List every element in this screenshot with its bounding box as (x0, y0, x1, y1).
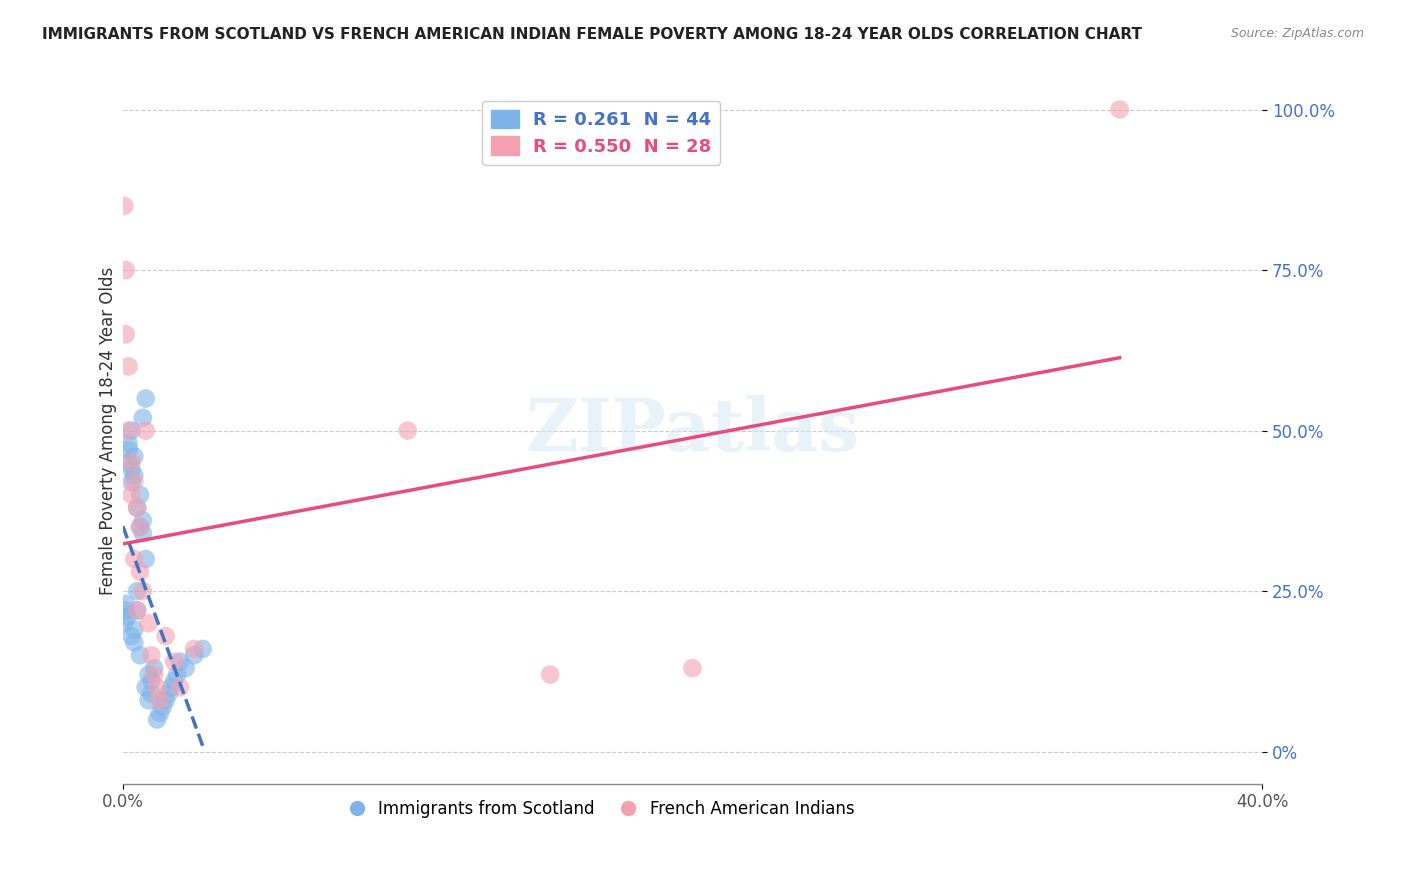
Immigrants from Scotland (117, 436, 139, 450)
Immigrants from Scotland (120, 462, 142, 476)
Y-axis label: Female Poverty Among 18-24 Year Olds: Female Poverty Among 18-24 Year Olds (100, 267, 117, 595)
Immigrants from Scotland (124, 635, 146, 649)
Immigrants from Scotland (114, 597, 136, 611)
Immigrants from Scotland (138, 693, 160, 707)
Immigrants from Scotland (135, 552, 157, 566)
French American Indians (129, 520, 152, 534)
French American Indians (169, 681, 191, 695)
Immigrants from Scotland (146, 713, 169, 727)
Immigrants from Scotland (191, 641, 214, 656)
Immigrants from Scotland (120, 475, 142, 489)
Immigrants from Scotland (141, 673, 163, 688)
Immigrants from Scotland (183, 648, 205, 663)
Immigrants from Scotland (163, 673, 186, 688)
Immigrants from Scotland (141, 687, 163, 701)
French American Indians (124, 552, 146, 566)
Text: Source: ZipAtlas.com: Source: ZipAtlas.com (1230, 27, 1364, 40)
French American Indians (129, 565, 152, 579)
Immigrants from Scotland (155, 693, 177, 707)
French American Indians (114, 263, 136, 277)
French American Indians (538, 667, 561, 681)
Immigrants from Scotland (149, 706, 172, 720)
Immigrants from Scotland (169, 655, 191, 669)
Immigrants from Scotland (174, 661, 197, 675)
French American Indians (114, 327, 136, 342)
French American Indians (141, 648, 163, 663)
Immigrants from Scotland (160, 681, 183, 695)
French American Indians (163, 655, 186, 669)
French American Indians (682, 661, 704, 675)
Immigrants from Scotland (124, 468, 146, 483)
Immigrants from Scotland (117, 456, 139, 470)
Immigrants from Scotland (127, 500, 149, 515)
Immigrants from Scotland (129, 488, 152, 502)
Legend: Immigrants from Scotland, French American Indians: Immigrants from Scotland, French America… (342, 794, 860, 825)
French American Indians (117, 359, 139, 374)
French American Indians (138, 616, 160, 631)
Immigrants from Scotland (115, 609, 138, 624)
French American Indians (120, 456, 142, 470)
French American Indians (120, 488, 142, 502)
Immigrants from Scotland (132, 526, 155, 541)
Text: IMMIGRANTS FROM SCOTLAND VS FRENCH AMERICAN INDIAN FEMALE POVERTY AMONG 18-24 YE: IMMIGRANTS FROM SCOTLAND VS FRENCH AMERI… (42, 27, 1142, 42)
Immigrants from Scotland (135, 392, 157, 406)
Immigrants from Scotland (157, 687, 180, 701)
French American Indians (149, 693, 172, 707)
Immigrants from Scotland (124, 623, 146, 637)
Immigrants from Scotland (135, 681, 157, 695)
Immigrants from Scotland (138, 667, 160, 681)
French American Indians (117, 424, 139, 438)
Immigrants from Scotland (132, 410, 155, 425)
Immigrants from Scotland (127, 584, 149, 599)
Immigrants from Scotland (143, 661, 166, 675)
Immigrants from Scotland (166, 667, 188, 681)
Text: ZIPatlas: ZIPatlas (526, 395, 859, 467)
French American Indians (112, 199, 135, 213)
Immigrants from Scotland (114, 603, 136, 617)
French American Indians (127, 603, 149, 617)
Immigrants from Scotland (152, 699, 174, 714)
French American Indians (135, 424, 157, 438)
French American Indians (124, 475, 146, 489)
Immigrants from Scotland (120, 424, 142, 438)
Immigrants from Scotland (117, 442, 139, 457)
French American Indians (132, 584, 155, 599)
French American Indians (127, 500, 149, 515)
French American Indians (143, 667, 166, 681)
Immigrants from Scotland (132, 513, 155, 527)
French American Indians (183, 641, 205, 656)
Immigrants from Scotland (129, 520, 152, 534)
Immigrants from Scotland (124, 450, 146, 464)
Immigrants from Scotland (120, 629, 142, 643)
French American Indians (1108, 103, 1130, 117)
Immigrants from Scotland (127, 603, 149, 617)
French American Indians (146, 681, 169, 695)
French American Indians (155, 629, 177, 643)
Immigrants from Scotland (129, 648, 152, 663)
French American Indians (396, 424, 419, 438)
Immigrants from Scotland (112, 616, 135, 631)
